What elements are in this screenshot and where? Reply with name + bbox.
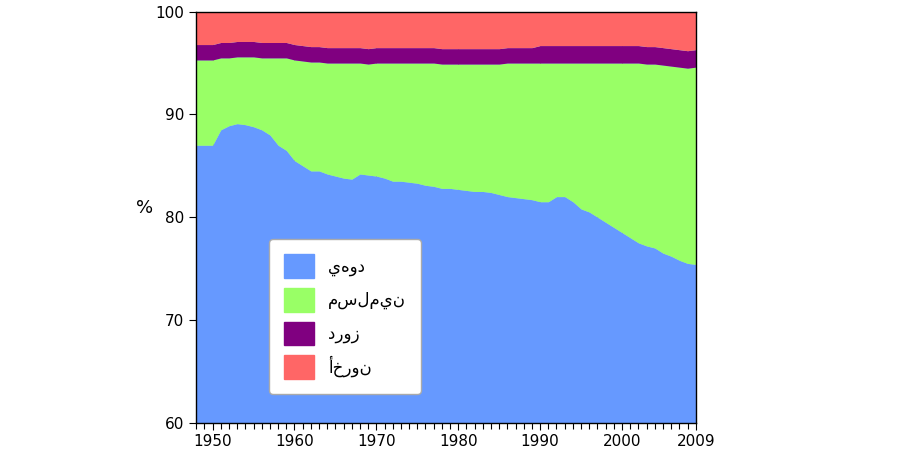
Legend: يهود, مسلمين, دروز, أخرون: يهود, مسلمين, دروز, أخرون xyxy=(269,240,421,394)
Y-axis label: %: % xyxy=(136,199,153,217)
